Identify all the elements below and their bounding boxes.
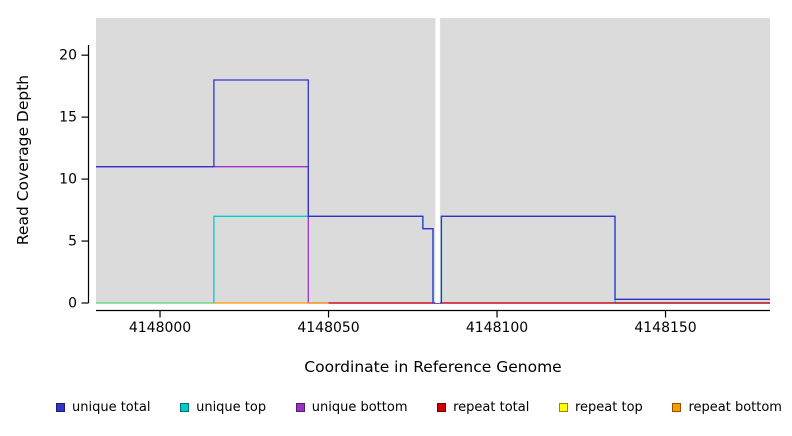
legend-swatch-repeat-bottom (672, 402, 682, 412)
y-axis-title: Read Coverage Depth (14, 75, 32, 245)
legend-item-unique-top: unique top (180, 400, 266, 415)
legend-swatch-unique-bottom (295, 402, 305, 412)
legend-label-repeat-top: repeat top (575, 399, 643, 415)
x-tick-label: 4148100 (466, 320, 528, 336)
plot-layer (96, 18, 770, 304)
y-tick-label: 15 (59, 110, 77, 126)
coverage-gap-band (435, 18, 441, 303)
y-tick-label: 10 (59, 172, 77, 188)
legend-swatch-repeat-top (559, 402, 568, 412)
x-axis-title: Coordinate in Reference Genome (304, 358, 561, 376)
legend-swatch-repeat-total (437, 402, 447, 412)
axes-layer: 4148000 4148050 4148100 4148150 0 5 10 15 20 (59, 45, 770, 336)
y-tick-label: 5 (68, 234, 77, 250)
legend-item-unique-bottom: unique bottom (295, 399, 408, 415)
legend-label-repeat-total: repeat total (453, 399, 530, 415)
legend-label-unique-bottom: unique bottom (311, 399, 408, 415)
y-tick-label: 20 (59, 48, 77, 64)
legend-item-repeat-total: repeat total (437, 400, 529, 415)
legend-swatch-unique-total (56, 402, 65, 412)
legend-item-repeat-bottom: repeat bottom (672, 400, 782, 415)
legend-label-repeat-bottom: repeat bottom (688, 399, 782, 415)
x-tick-label: 4148000 (129, 320, 191, 336)
x-tick-label: 4148150 (634, 320, 696, 336)
legend-label-unique-total: unique total (72, 399, 151, 415)
legend-item-repeat-top: repeat top (559, 400, 643, 415)
chart-legend: unique total unique top unique bottom repea… (56, 398, 782, 416)
legend-item-unique-total: unique total (56, 400, 150, 415)
y-tick-label: 0 (68, 296, 77, 312)
series-line-unique-total (96, 79, 770, 304)
legend-swatch-unique-top (180, 402, 190, 412)
x-tick-label: 4148050 (297, 320, 359, 336)
legend-label-unique-top: unique top (196, 399, 267, 415)
